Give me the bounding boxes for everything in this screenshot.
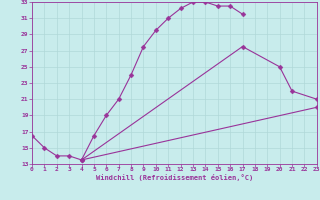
X-axis label: Windchill (Refroidissement éolien,°C): Windchill (Refroidissement éolien,°C): [96, 174, 253, 181]
